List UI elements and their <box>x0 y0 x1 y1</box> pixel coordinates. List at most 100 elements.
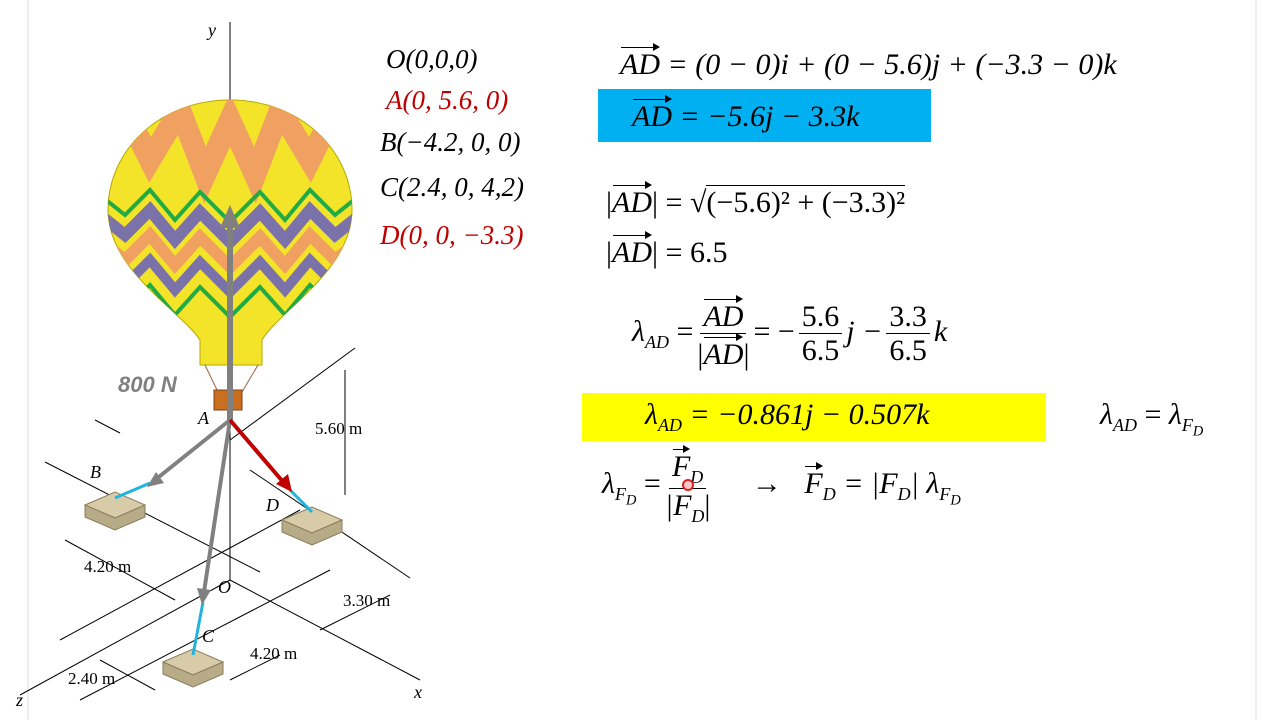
subscript: D <box>626 492 637 509</box>
equation: λAD = −0.861j − 0.507k <box>645 398 929 436</box>
dimension: 2.40 m <box>68 669 115 688</box>
text: k <box>933 315 948 349</box>
symbol: λ <box>645 398 658 431</box>
subscript: D <box>897 484 911 505</box>
symbol: λ <box>602 467 615 501</box>
symbol: λ <box>1168 398 1182 431</box>
subscript: F <box>615 484 626 505</box>
expression: | λ <box>910 467 940 501</box>
cursor <box>682 479 694 491</box>
equals: = <box>1144 398 1162 431</box>
point-label: B <box>90 462 101 482</box>
fraction: 5.6 6.5 <box>798 300 843 369</box>
subscript: D <box>690 467 704 487</box>
subscript: FD <box>1181 415 1203 440</box>
equation: λAD = AD |AD| = −5.6 6.5 j −3.3 6.5 k <box>632 295 948 373</box>
subscript: F <box>939 484 951 505</box>
point-label: A <box>197 408 210 428</box>
subscript: FD <box>939 484 960 509</box>
subscript: F <box>1181 415 1193 435</box>
expression: = −5.6j − 3.3k <box>679 100 860 133</box>
anchors <box>83 491 344 688</box>
numerator: 3.3 <box>886 300 930 334</box>
subscript: D <box>1192 423 1204 440</box>
coordinate: D(0, 0, −3.3) <box>380 220 524 250</box>
expression: = 6.5 <box>665 236 728 269</box>
vector: AD <box>620 43 660 82</box>
text: j − <box>846 315 883 349</box>
bar: | <box>743 338 750 371</box>
fraction: FD |FD| <box>664 445 711 526</box>
point-label: O <box>218 577 231 597</box>
dimension: 4.20 m <box>250 644 297 663</box>
symbol: λ <box>1100 398 1113 431</box>
expression: = <box>665 186 683 219</box>
fraction: AD |AD| <box>697 295 750 373</box>
vector: AD <box>703 295 744 333</box>
expression: = (0 − 0)i + (0 − 5.6)j + (−3.3 − 0)k <box>667 48 1117 81</box>
numerator: 5.6 <box>798 300 843 334</box>
equation: |AD| = 6.5 <box>606 231 728 270</box>
expression: = −0.861j − 0.507k <box>689 398 930 431</box>
bar: | <box>606 236 613 269</box>
axis-label: z <box>15 690 23 710</box>
denominator: 6.5 <box>889 334 927 367</box>
subscript: AD <box>1113 415 1137 435</box>
subscript: FD <box>615 484 636 509</box>
bar: | <box>697 338 704 371</box>
coordinate: C(2.4, 0, 4,2) <box>380 172 524 202</box>
dimension: 4.20 m <box>84 557 131 576</box>
expression: = |F <box>843 467 898 501</box>
highlight-box <box>582 393 1046 441</box>
dimension: 5.60 m <box>315 419 362 438</box>
coordinate: O(0,0,0) <box>386 44 478 74</box>
coordinate: A(0, 5.6, 0) <box>386 85 509 115</box>
denominator: 6.5 <box>801 334 840 367</box>
axis-label: x <box>413 682 422 702</box>
fraction: 3.3 6.5 <box>886 300 930 369</box>
denominator: |F <box>664 488 692 522</box>
highlight-box <box>598 89 931 142</box>
equation: λFD = FD |FD| → FD = |FD| λFD <box>602 445 961 526</box>
vector: AD <box>703 333 744 373</box>
grid-lines <box>19 22 421 701</box>
equation: |AD| = √(−5.6)² + (−3.3)² <box>606 181 906 220</box>
equation: AD = (0 − 0)i + (0 − 5.6)j + (−3.3 − 0)k <box>620 43 1117 82</box>
bar: | <box>606 186 613 219</box>
equals: = <box>676 315 694 349</box>
symbol: λ <box>632 315 645 349</box>
subscript: D <box>691 505 705 526</box>
diagram-labels: y x z O A B C D <box>15 20 422 710</box>
dimension-labels: 5.60 m 4.20 m 3.30 m 4.20 m 2.40 m <box>68 419 390 688</box>
subscript: AD <box>658 415 682 435</box>
bar: | <box>652 186 659 219</box>
bar: | <box>704 488 711 522</box>
point-label: C <box>202 626 215 646</box>
subscript: D <box>950 492 961 509</box>
equation: AD = −5.6j − 3.3k <box>632 95 860 134</box>
sign: = − <box>753 315 795 349</box>
vector: AD <box>612 181 653 220</box>
subscript: AD <box>645 332 669 353</box>
radical: √ <box>689 186 707 219</box>
subscript: D <box>822 484 836 505</box>
vector: F <box>804 462 824 501</box>
force-arrows <box>147 205 292 605</box>
dimension: 3.30 m <box>343 591 390 610</box>
arrow: → <box>751 467 782 501</box>
radicand: (−5.6)² + (−3.3)² <box>706 185 906 219</box>
force-label: 800 N <box>118 372 178 397</box>
point-label: D <box>265 495 279 515</box>
vector: F <box>672 445 691 483</box>
vector: AD <box>612 231 653 270</box>
axis-label: y <box>206 20 216 40</box>
equals: = <box>643 467 661 501</box>
cables <box>114 481 314 656</box>
coordinate: B(−4.2, 0, 0) <box>380 127 521 157</box>
bar: | <box>652 236 659 269</box>
equation: λAD = λFD <box>1100 398 1203 441</box>
vector: AD <box>632 95 672 134</box>
